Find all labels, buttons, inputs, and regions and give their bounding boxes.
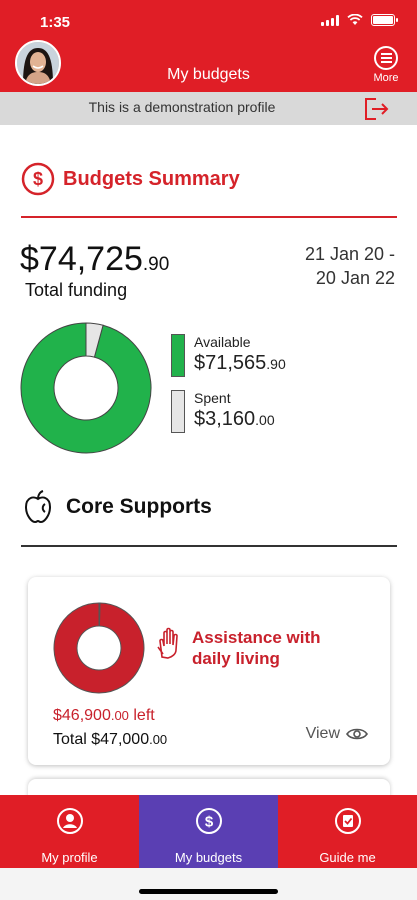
date-range: 21 Jan 20 - 20 Jan 22 xyxy=(304,244,395,288)
exit-icon[interactable] xyxy=(363,97,389,121)
avatar[interactable] xyxy=(15,40,61,86)
home-indicator[interactable] xyxy=(139,889,278,894)
budget-left: $46,900.00 left xyxy=(53,707,155,724)
apple-icon xyxy=(24,490,52,524)
budget-card[interactable]: Assistance with daily living $46,900.00 … xyxy=(28,577,390,765)
spent-slice xyxy=(85,322,104,358)
tab-label: Guide me xyxy=(319,850,376,865)
more-label: More xyxy=(373,72,399,84)
tab-label: My budgets xyxy=(174,850,243,865)
spent-label: Spent xyxy=(194,390,231,406)
spent-swatch xyxy=(171,390,185,433)
tab-bar: My profile $ My budgets Guide me xyxy=(0,795,417,868)
spent-value: $3,160.00 xyxy=(194,408,275,430)
section-divider xyxy=(21,216,397,218)
remaining-slice xyxy=(53,602,145,694)
battery-icon xyxy=(371,14,398,26)
funding-donut-chart xyxy=(20,322,152,454)
view-button[interactable]: View xyxy=(306,725,368,743)
budget-category-title: Assistance with daily living xyxy=(192,628,321,668)
demo-banner-text: This is a demonstration profile xyxy=(88,99,276,115)
budgets-summary-header: $ Budgets Summary xyxy=(21,162,240,196)
svg-text:$: $ xyxy=(204,814,213,831)
svg-text:$: $ xyxy=(33,169,43,189)
tab-my-profile[interactable]: My profile xyxy=(0,795,139,868)
signal-icon xyxy=(321,14,339,26)
status-time: 1:35 xyxy=(40,14,71,31)
app-header: 1:35 My budgets More xyxy=(0,0,417,92)
available-slice xyxy=(20,322,152,454)
tab-my-budgets[interactable]: $ My budgets xyxy=(139,795,278,868)
available-value: $71,565.90 xyxy=(194,352,286,374)
checklist-icon xyxy=(334,808,361,834)
budgets-summary-title: Budgets Summary xyxy=(63,167,240,190)
tab-label: My profile xyxy=(41,850,98,865)
used-slice xyxy=(98,602,101,627)
demo-banner: This is a demonstration profile xyxy=(0,92,417,125)
total-funding: $74,725.90 Total funding xyxy=(20,240,169,301)
available-label: Available xyxy=(194,334,251,350)
available-swatch xyxy=(171,334,185,377)
page-title: My budgets xyxy=(167,66,250,83)
wifi-icon xyxy=(347,14,363,25)
total-funding-label: Total funding xyxy=(25,280,128,300)
budget-total: Total $47,000.00 xyxy=(53,731,168,748)
budget-category: Assistance with daily living xyxy=(156,627,352,669)
total-funding-amount: $74,725.90 xyxy=(20,240,170,278)
person-icon xyxy=(56,808,83,834)
eye-icon xyxy=(346,728,368,740)
dollar-icon: $ xyxy=(195,808,222,834)
home-indicator-area xyxy=(0,868,417,900)
status-icons xyxy=(321,14,398,26)
core-supports-title: Core Supports xyxy=(66,495,212,518)
hand-icon xyxy=(157,627,178,659)
core-supports-header: Core Supports xyxy=(22,490,212,524)
budget-card-donut xyxy=(53,602,145,694)
core-divider xyxy=(21,545,397,547)
menu-icon xyxy=(374,46,398,70)
tab-guide-me[interactable]: Guide me xyxy=(278,795,417,868)
more-button[interactable]: More xyxy=(369,46,403,84)
view-label: View xyxy=(305,725,340,742)
dollar-circle-icon: $ xyxy=(21,162,55,196)
